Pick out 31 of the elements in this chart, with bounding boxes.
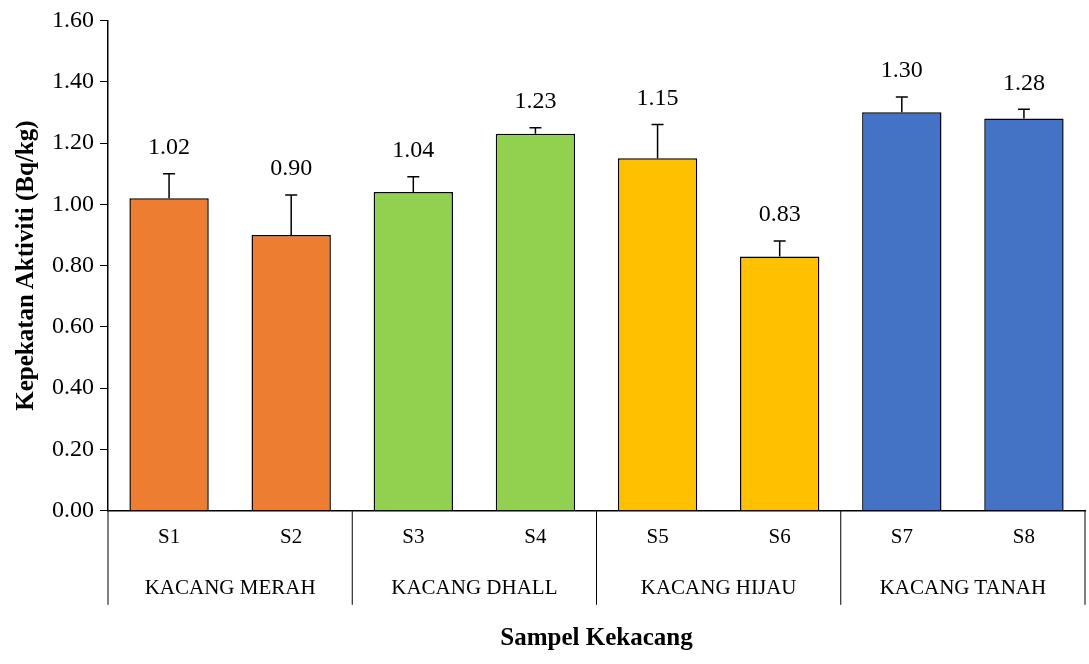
data-label: 1.04 bbox=[392, 136, 435, 163]
y-tick-label: 1.20 bbox=[52, 128, 94, 155]
x-tick-label: S5 bbox=[646, 523, 669, 548]
data-label: 1.28 bbox=[1002, 68, 1045, 95]
y-tick-label: 0.20 bbox=[52, 434, 94, 461]
y-tick-label: 1.40 bbox=[52, 67, 94, 93]
data-label: 1.30 bbox=[880, 56, 923, 83]
y-tick-label: 0.40 bbox=[52, 373, 94, 400]
x-tick-label: S3 bbox=[402, 523, 425, 548]
y-tick-label: 0.00 bbox=[52, 496, 94, 523]
text: KACANG HIJAU bbox=[640, 575, 797, 600]
text: KACANG MERAH bbox=[144, 575, 316, 600]
y-tick-label: 0.60 bbox=[52, 312, 94, 339]
x-tick-label: S7 bbox=[890, 523, 913, 548]
x-axis-title: Sampel Kekacang bbox=[500, 623, 694, 651]
y-tick-label: 0.80 bbox=[52, 250, 94, 277]
x-tick-label: S1 bbox=[157, 523, 181, 548]
y-axis-title: Kepekatan Aktiviti (Bq/kg) bbox=[11, 120, 40, 411]
data-label: 1.02 bbox=[148, 132, 191, 159]
x-tick-label: S6 bbox=[768, 523, 791, 548]
data-label: 1.15 bbox=[636, 83, 679, 110]
data-label: 0.90 bbox=[270, 154, 313, 181]
text: KACANG TANAH bbox=[879, 575, 1047, 600]
y-tick-label: 1.00 bbox=[52, 189, 94, 216]
x-tick-label: S2 bbox=[280, 523, 303, 548]
data-label: 0.83 bbox=[758, 200, 801, 227]
y-tick-label: 1.60 bbox=[52, 5, 94, 32]
x-tick-label: S4 bbox=[524, 523, 548, 548]
data-label: 1.23 bbox=[514, 86, 557, 113]
x-tick-label: S8 bbox=[1012, 523, 1036, 548]
text: KACANG DHALL bbox=[391, 575, 558, 600]
